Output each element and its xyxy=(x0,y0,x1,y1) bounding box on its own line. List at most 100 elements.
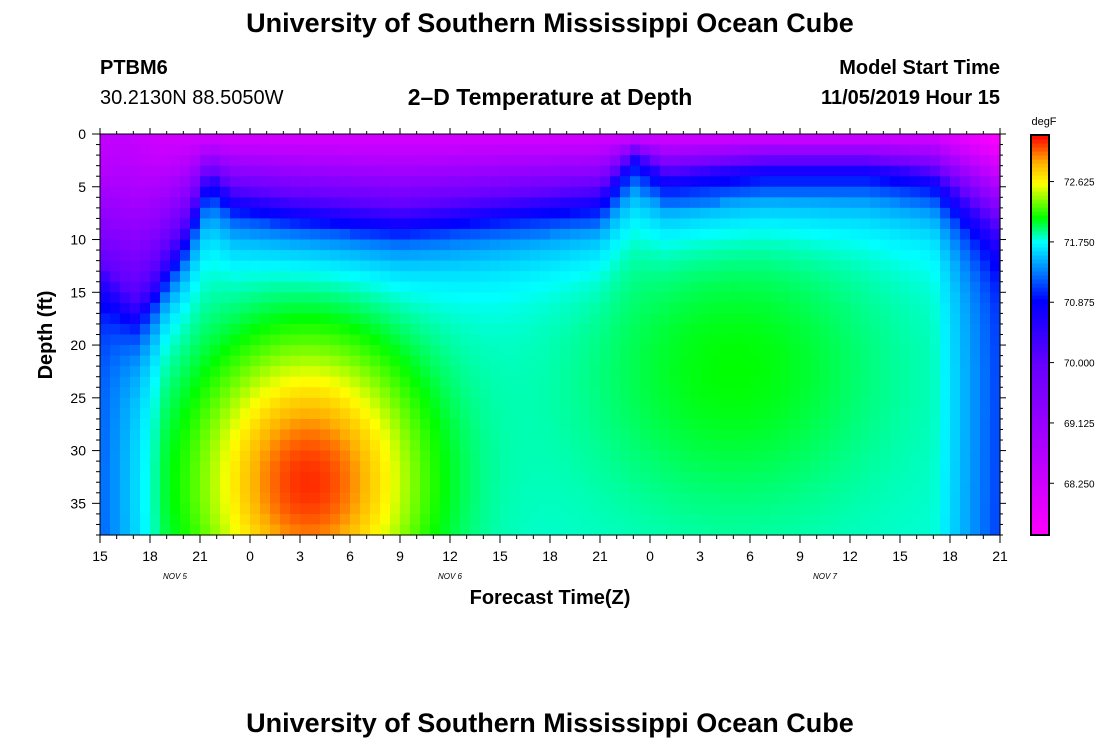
heatmap-cell xyxy=(460,408,471,420)
heatmap-cell xyxy=(570,271,581,283)
heatmap-cell xyxy=(810,165,821,177)
heatmap-cell xyxy=(650,197,661,209)
heatmap-cell xyxy=(320,155,331,167)
heatmap-cell xyxy=(240,450,251,462)
heatmap-cell xyxy=(300,302,311,314)
heatmap-cell xyxy=(580,218,591,230)
heatmap-cell xyxy=(190,281,201,293)
heatmap-cell xyxy=(200,355,211,367)
heatmap-cell xyxy=(700,461,711,473)
heatmap-cell xyxy=(150,503,161,515)
heatmap-cell xyxy=(520,218,531,230)
heatmap-cell xyxy=(580,165,591,177)
heatmap-cell xyxy=(900,197,911,209)
heatmap-cell xyxy=(860,492,871,504)
heatmap-cell xyxy=(590,524,601,536)
heatmap-cell xyxy=(840,218,851,230)
heatmap-cell xyxy=(460,218,471,230)
heatmap-cell xyxy=(290,176,301,188)
heatmap-cell xyxy=(480,408,491,420)
heatmap-cell xyxy=(670,281,681,293)
heatmap-cell xyxy=(320,513,331,526)
heatmap-cell xyxy=(410,207,421,220)
heatmap-cell xyxy=(480,524,491,536)
heatmap-cell xyxy=(570,144,581,156)
heatmap-cell xyxy=(430,408,441,420)
heatmap-cell xyxy=(830,250,841,262)
heatmap-cell xyxy=(510,461,521,473)
heatmap-cell xyxy=(230,524,241,536)
heatmap-cell xyxy=(460,482,471,494)
heatmap-cell xyxy=(710,482,721,494)
colorbar-segment xyxy=(1031,427,1049,432)
heatmap-cell xyxy=(230,165,241,177)
heatmap-cell xyxy=(260,355,271,367)
heatmap-cell xyxy=(570,134,581,146)
heatmap-cell xyxy=(740,334,751,346)
heatmap-cell xyxy=(890,387,901,399)
heatmap-cell xyxy=(350,482,361,494)
heatmap-cell xyxy=(420,366,431,378)
heatmap-cell xyxy=(590,513,601,526)
heatmap-cell xyxy=(790,366,801,378)
heatmap-cell xyxy=(270,492,281,504)
heatmap-cell xyxy=(570,513,581,526)
heatmap-cell xyxy=(860,418,871,431)
heatmap-cell xyxy=(660,207,671,220)
heatmap-cell xyxy=(220,492,231,504)
heatmap-cell xyxy=(670,366,681,378)
heatmap-cell xyxy=(220,197,231,209)
heatmap-cell xyxy=(930,260,941,272)
heatmap-cell xyxy=(930,302,941,314)
heatmap-cell xyxy=(180,334,191,346)
heatmap-cell xyxy=(510,218,521,230)
heatmap-cell xyxy=(470,239,481,251)
heatmap-cell xyxy=(850,355,861,367)
heatmap-cell xyxy=(850,524,861,536)
heatmap-cell xyxy=(800,355,811,367)
heatmap-cell xyxy=(110,165,121,177)
heatmap-cell xyxy=(770,345,781,357)
heatmap-cell xyxy=(800,334,811,346)
heatmap-cell xyxy=(980,186,991,198)
heatmap-cell xyxy=(580,471,591,483)
heatmap-cell xyxy=(210,271,221,283)
heatmap-cell xyxy=(730,397,741,409)
heatmap-cell xyxy=(420,186,431,198)
heatmap-cell xyxy=(740,376,751,388)
heatmap-cell xyxy=(870,323,881,336)
colorbar-tick-label: 69.125 xyxy=(1064,419,1095,430)
heatmap-cell xyxy=(240,165,251,177)
heatmap-cell xyxy=(640,345,651,357)
heatmap-cell xyxy=(920,366,931,378)
heatmap-cell xyxy=(410,429,421,441)
heatmap-cell xyxy=(830,313,841,325)
heatmap-cell xyxy=(780,134,791,146)
heatmap-cell xyxy=(550,144,561,156)
heatmap-cell xyxy=(970,482,981,494)
heatmap-cell xyxy=(820,302,831,314)
heatmap-cell xyxy=(100,440,111,452)
heatmap-cell xyxy=(870,313,881,325)
heatmap-cell xyxy=(440,366,451,378)
heatmap-cell xyxy=(970,250,981,262)
heatmap-cell xyxy=(940,207,951,220)
heatmap-cell xyxy=(680,429,691,441)
heatmap-cell xyxy=(340,524,351,536)
heatmap-cell xyxy=(840,524,851,536)
heatmap-cell xyxy=(810,524,821,536)
heatmap-cell xyxy=(910,397,921,409)
heatmap-cell xyxy=(250,197,261,209)
heatmap-cell xyxy=(570,313,581,325)
heatmap-cell xyxy=(630,440,641,452)
heatmap-cell xyxy=(280,323,291,336)
heatmap-cell xyxy=(680,355,691,367)
heatmap-cell xyxy=(360,228,371,241)
heatmap-cell xyxy=(440,471,451,483)
heatmap-cell xyxy=(120,155,131,167)
heatmap-cell xyxy=(430,355,441,367)
heatmap-cell xyxy=(250,387,261,399)
heatmap-cell xyxy=(940,461,951,473)
heatmap-cell xyxy=(230,239,241,251)
heatmap-cell xyxy=(190,323,201,336)
